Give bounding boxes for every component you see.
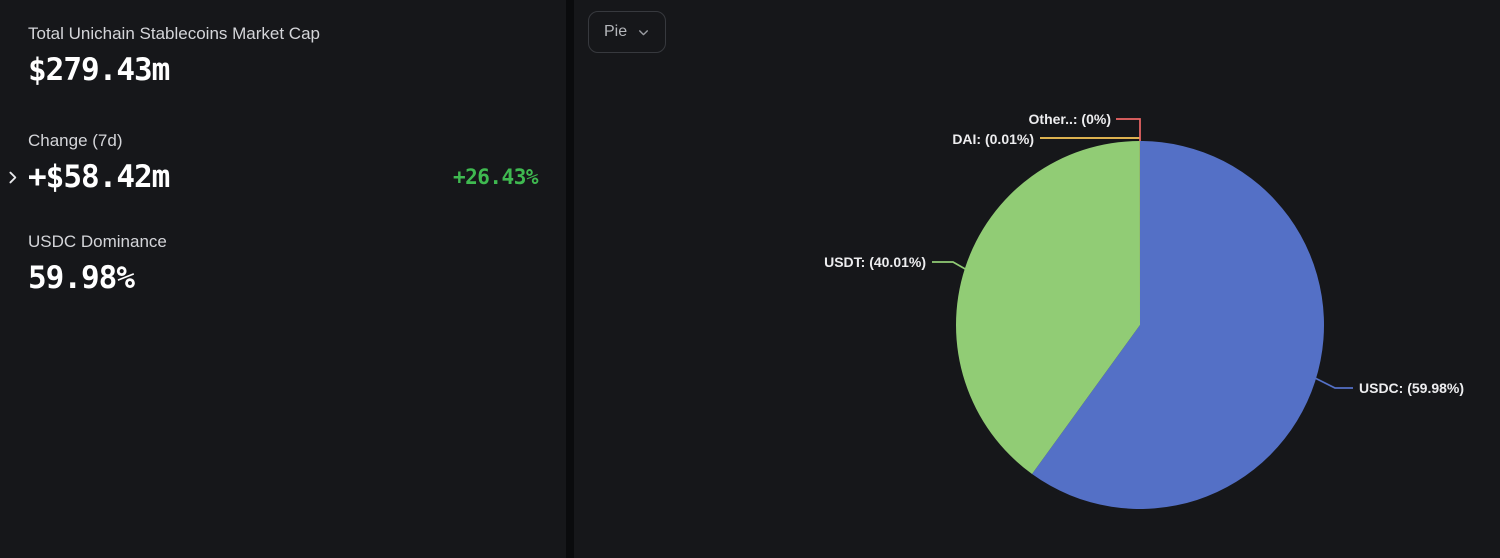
chart-type-selector[interactable]: Pie bbox=[588, 11, 667, 53]
pie-label-usdt: USDT: (40.01%) bbox=[824, 254, 926, 270]
chart-type-label: Pie bbox=[604, 23, 628, 40]
pie-label-usdc: USDC: (59.98%) bbox=[1359, 380, 1464, 396]
pie-label-other: Other..: (0%) bbox=[1029, 111, 1111, 127]
dominance-label: USDC Dominance bbox=[28, 232, 167, 251]
change-7d-label: Change (7d) bbox=[28, 131, 123, 150]
change-percent: +26.43% bbox=[452, 165, 539, 189]
chart-panel: USDC: (59.98%) USDT: (40.01%) DAI: (0.01%)… bbox=[574, 0, 1500, 558]
panel-divider bbox=[566, 0, 574, 558]
chevron-right-icon[interactable] bbox=[4, 169, 28, 186]
stats-panel: Total Unichain Stablecoins Market Cap $2… bbox=[0, 0, 566, 558]
change-7d-value: +$58.42m bbox=[28, 159, 170, 195]
stat-usdc-dominance: USDC Dominance 59.98% bbox=[28, 232, 538, 297]
chevron-down-icon bbox=[637, 26, 650, 39]
stat-change-7d: Change (7d) +$58.42m +26.43% bbox=[9, 131, 539, 196]
stat-market-cap: Total Unichain Stablecoins Market Cap $2… bbox=[28, 24, 538, 89]
pie-label-dai: DAI: (0.01%) bbox=[952, 131, 1034, 147]
pie-leader-other bbox=[1116, 118, 1141, 141]
market-cap-value: $279.43m bbox=[28, 52, 170, 88]
pie-slice-usdc[interactable] bbox=[1032, 141, 1325, 510]
pie-slice-usdt[interactable] bbox=[956, 141, 1140, 474]
pie-leader-usdc bbox=[1314, 377, 1353, 389]
pie-leader-usdt bbox=[932, 261, 968, 271]
dominance-value: 59.98% bbox=[28, 260, 135, 296]
pie-chart: USDC: (59.98%) USDT: (40.01%) DAI: (0.01%)… bbox=[824, 111, 1464, 510]
market-cap-label: Total Unichain Stablecoins Market Cap bbox=[28, 24, 320, 43]
